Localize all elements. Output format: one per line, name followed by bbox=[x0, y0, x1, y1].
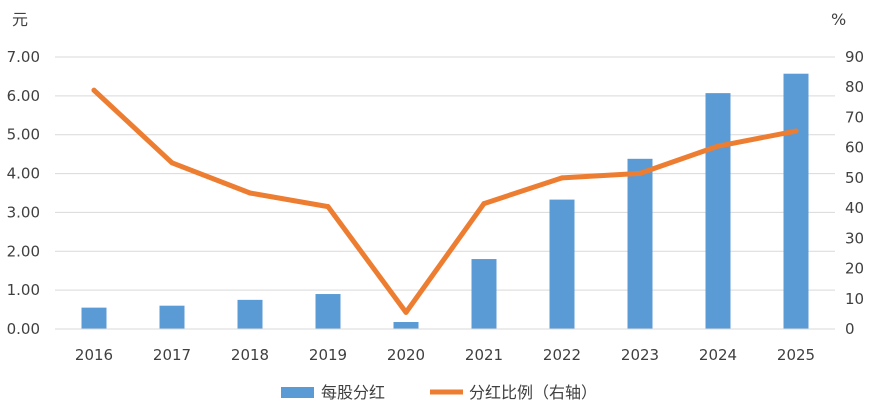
line-point bbox=[481, 201, 487, 207]
left-tick-label: 5.00 bbox=[7, 126, 40, 144]
right-axis-ticks: 0 10 20 30 40 50 60 70 80 90 bbox=[845, 48, 864, 338]
left-axis-unit: 元 bbox=[12, 10, 28, 29]
left-tick-label: 4.00 bbox=[7, 165, 40, 183]
line-point bbox=[793, 128, 799, 134]
bar bbox=[627, 158, 653, 329]
x-tick-label: 2019 bbox=[309, 346, 347, 364]
x-tick-label: 2023 bbox=[621, 346, 659, 364]
legend-bar-swatch bbox=[281, 387, 314, 398]
x-tick-label: 2024 bbox=[699, 346, 737, 364]
left-tick-label: 6.00 bbox=[7, 87, 40, 105]
left-tick-label: 0.00 bbox=[7, 320, 40, 338]
bar bbox=[237, 299, 263, 329]
bar bbox=[705, 93, 731, 329]
x-tick-label: 2017 bbox=[153, 346, 191, 364]
x-tick-label: 2020 bbox=[387, 346, 425, 364]
right-tick-label: 0 bbox=[845, 320, 855, 338]
bar bbox=[783, 73, 809, 329]
left-tick-label: 3.00 bbox=[7, 203, 40, 221]
right-tick-label: 20 bbox=[845, 260, 864, 278]
right-tick-label: 40 bbox=[845, 199, 864, 217]
right-axis-unit: % bbox=[831, 10, 846, 29]
bar bbox=[393, 322, 419, 329]
x-tick-label: 2021 bbox=[465, 346, 503, 364]
legend: 每股分红 分红比例（右轴） bbox=[281, 383, 597, 402]
bar bbox=[549, 199, 575, 329]
right-tick-label: 60 bbox=[845, 139, 864, 157]
right-tick-label: 50 bbox=[845, 169, 864, 187]
left-tick-label: 2.00 bbox=[7, 242, 40, 260]
line-point bbox=[247, 190, 253, 196]
right-tick-label: 90 bbox=[845, 48, 864, 66]
legend-line-label: 分红比例（右轴） bbox=[469, 383, 597, 402]
line-point bbox=[715, 143, 721, 149]
right-tick-label: 10 bbox=[845, 290, 864, 308]
line-point bbox=[325, 204, 331, 210]
line-point bbox=[169, 160, 175, 166]
right-tick-label: 80 bbox=[845, 78, 864, 96]
line-point bbox=[637, 170, 643, 176]
bar bbox=[81, 307, 107, 329]
bar bbox=[471, 259, 497, 329]
x-axis-ticks: 2016 2017 2018 2019 2020 2021 2022 2023 2024 2025 bbox=[75, 346, 815, 364]
left-tick-label: 1.00 bbox=[7, 281, 40, 299]
legend-bar-label: 每股分红 bbox=[321, 383, 385, 402]
bar-series bbox=[81, 73, 809, 329]
x-tick-label: 2018 bbox=[231, 346, 269, 364]
right-tick-label: 30 bbox=[845, 229, 864, 247]
left-axis-ticks: 0.00 1.00 2.00 3.00 4.00 5.00 6.00 7.00 bbox=[7, 48, 40, 338]
x-tick-label: 2022 bbox=[543, 346, 581, 364]
line-point bbox=[559, 175, 565, 181]
x-tick-label: 2025 bbox=[777, 346, 815, 364]
line-series bbox=[91, 87, 799, 315]
bar bbox=[159, 305, 185, 329]
left-tick-label: 7.00 bbox=[7, 48, 40, 66]
x-tick-label: 2016 bbox=[75, 346, 113, 364]
line-point bbox=[403, 309, 409, 315]
line-point bbox=[91, 87, 97, 93]
right-tick-label: 70 bbox=[845, 108, 864, 126]
bar bbox=[315, 294, 341, 329]
gridlines bbox=[55, 56, 835, 291]
line-path bbox=[91, 87, 799, 315]
